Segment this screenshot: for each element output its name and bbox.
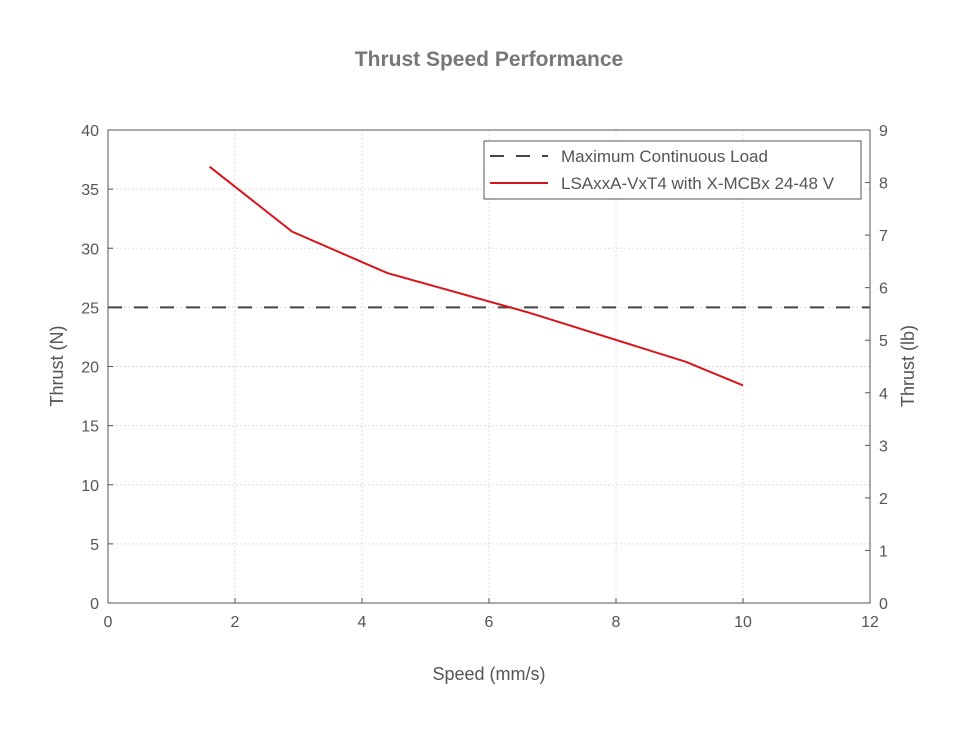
legend-box bbox=[483, 140, 862, 200]
series-line-lsaxxa bbox=[208, 165, 744, 387]
y-tick-label: 10 bbox=[81, 478, 99, 495]
x-tick-label: 6 bbox=[485, 614, 494, 631]
y-tick-label: 5 bbox=[90, 537, 99, 554]
y2-axis-label: Thrust (lb) bbox=[898, 325, 918, 407]
y-tick-label: 35 bbox=[81, 182, 99, 199]
y2-tick-label: 3 bbox=[879, 438, 888, 455]
x-axis-label: Speed (mm/s) bbox=[432, 664, 545, 684]
y2-tick-label: 2 bbox=[879, 491, 888, 508]
y-tick-label: 20 bbox=[81, 360, 99, 377]
plot-frame bbox=[107, 129, 871, 604]
series-group bbox=[108, 165, 870, 387]
y-tick-label: 30 bbox=[81, 241, 99, 258]
y2-tick-label: 0 bbox=[879, 596, 888, 613]
y2-tick-label: 8 bbox=[879, 176, 888, 193]
y-tick-label: 40 bbox=[81, 123, 99, 140]
grid bbox=[107, 129, 871, 604]
y-tick-label: 15 bbox=[81, 419, 99, 436]
y2-tick-label: 4 bbox=[879, 386, 888, 403]
x-tick-label: 4 bbox=[358, 614, 367, 631]
y2-tick-label: 5 bbox=[879, 333, 888, 350]
legend-label-lsa: LSAxxA-VxT4 with X-MCBx 24-48 V bbox=[561, 174, 835, 193]
y-tick-label: 0 bbox=[90, 596, 99, 613]
y2-tick-label: 1 bbox=[879, 543, 888, 560]
y-tick-label: 25 bbox=[81, 300, 99, 317]
chart-title: Thrust Speed Performance bbox=[355, 48, 623, 71]
x-tick-label: 2 bbox=[231, 614, 240, 631]
y2-tick-label: 9 bbox=[879, 123, 888, 140]
x-tick-label: 8 bbox=[612, 614, 621, 631]
x-tick-label: 12 bbox=[861, 614, 879, 631]
y-axis-label: Thrust (N) bbox=[47, 326, 67, 407]
legend: Maximum Continuous Load LSAxxA-VxT4 with… bbox=[483, 140, 862, 200]
y2-tick-label: 7 bbox=[879, 228, 888, 245]
x-tick-label: 10 bbox=[734, 614, 752, 631]
x-tick-label: 0 bbox=[104, 614, 113, 631]
legend-label-max-load: Maximum Continuous Load bbox=[561, 147, 768, 166]
y2-tick-label: 6 bbox=[879, 281, 888, 298]
